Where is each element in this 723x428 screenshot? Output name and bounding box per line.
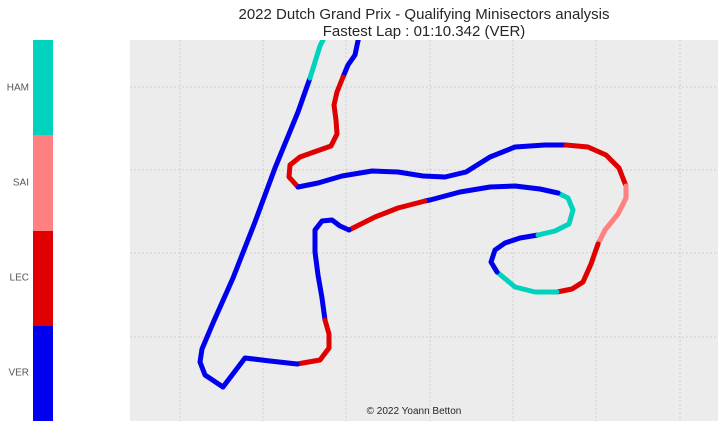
legend-label-sai: SAI	[12, 177, 29, 189]
legend-swatch-sai	[33, 135, 53, 231]
track-segment-ver	[295, 142, 569, 190]
track-segment-ver	[488, 232, 541, 275]
driver-color-legend	[33, 40, 53, 421]
credit-text: © 2022 Yoann Betton	[366, 406, 462, 417]
chart-title: 2022 Dutch Grand Prix - Qualifying Minis…	[130, 6, 718, 40]
track-segment-ham	[494, 269, 560, 295]
track-segment-ham	[535, 190, 576, 238]
legend-swatch-ham	[33, 40, 53, 136]
track-segment-ver	[197, 75, 313, 390]
track-segment-ver	[220, 355, 300, 390]
legend-swatch-lec	[33, 230, 53, 326]
track-segment-ham	[307, 40, 326, 81]
legend-label-ver: VER	[8, 367, 29, 379]
track-line	[197, 40, 629, 390]
plot-background	[130, 40, 718, 421]
legend-label-lec: LEC	[9, 272, 29, 284]
legend-swatch-ver	[33, 325, 53, 421]
legend-label-ham: HAM	[6, 82, 29, 94]
track-segment-lec	[563, 142, 629, 189]
chart-title-line1: 2022 Dutch Grand Prix - Qualifying Minis…	[238, 6, 610, 23]
track-segment-sai	[595, 183, 629, 247]
track-plot	[130, 40, 718, 421]
chart-title-line2: Fastest Lap : 01:10.342 (VER)	[322, 23, 526, 40]
track-segment-ver	[312, 217, 352, 323]
track-segment-lec	[294, 317, 332, 367]
track-segment-lec	[286, 74, 346, 190]
track-segment-lec	[554, 241, 601, 295]
track-segment-ver	[422, 183, 561, 204]
plot-grid	[130, 40, 718, 421]
track-segment-lec	[346, 198, 428, 233]
track-segment-ver	[340, 40, 361, 80]
